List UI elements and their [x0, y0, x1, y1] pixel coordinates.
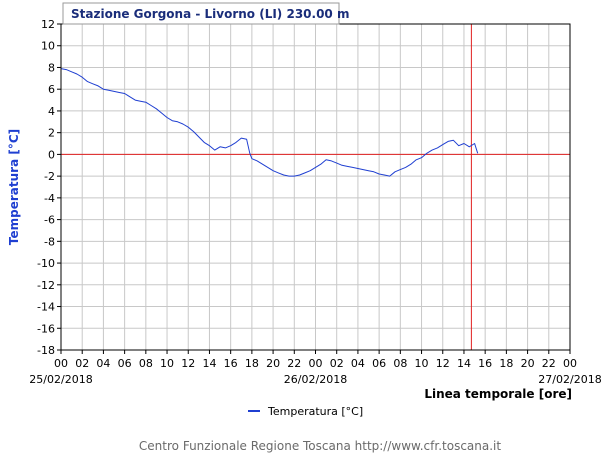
date-label: 27/02/2018 [538, 373, 601, 386]
y-tick-label: -16 [37, 322, 55, 335]
y-tick-label: 10 [41, 40, 55, 53]
date-labels: 25/02/2018 26/02/2018 27/02/2018 [29, 373, 601, 386]
x-tick-label: 08 [393, 357, 407, 370]
x-tick-label: 14 [457, 357, 471, 370]
y-tick-label: 4 [48, 105, 55, 118]
y-tick-label: -4 [44, 192, 55, 205]
temperature-series-line [60, 68, 479, 177]
x-tick-labels: 00 02 04 06 08 10 12 14 16 18 20 22 00 02 04 06 08 10 12 14… [54, 350, 577, 370]
x-tick-label: 12 [436, 357, 450, 370]
series-layer [60, 68, 479, 177]
grid-lines [60, 23, 571, 351]
x-tick-label: 08 [139, 357, 153, 370]
y-tick-labels: 12 10 8 6 4 2 0 -2 -4 -6 -8 -10 -12 -14 -16 -18 [37, 18, 61, 357]
x-axis-label: Linea temporale [ore] [424, 387, 572, 401]
y-tick-label: -18 [37, 344, 55, 357]
y-tick-label: 0 [48, 148, 55, 161]
y-tick-label: -6 [44, 214, 55, 227]
x-tick-label: 20 [266, 357, 280, 370]
date-label: 25/02/2018 [29, 373, 92, 386]
x-tick-label: 22 [542, 357, 556, 370]
x-tick-label: 00 [563, 357, 577, 370]
title-box [62, 2, 340, 25]
x-tick-label: 02 [330, 357, 344, 370]
y-tick-label: -14 [37, 301, 55, 314]
y-axis-label: Temperatura [°C] [7, 129, 21, 245]
chart-title: Stazione Gorgona - Livorno (LI) 230.00 m [71, 7, 349, 21]
x-tick-label: 16 [224, 357, 238, 370]
y-tick-label: 12 [41, 18, 55, 31]
y-tick-label: -12 [37, 279, 55, 292]
x-tick-label: 06 [118, 357, 132, 370]
x-tick-label: 22 [287, 357, 301, 370]
x-tick-label: 16 [478, 357, 492, 370]
footer-credit: Centro Funzionale Regione Toscana http:/… [139, 439, 501, 453]
x-tick-label: 18 [245, 357, 259, 370]
x-tick-label: 10 [415, 357, 429, 370]
x-tick-label: 02 [75, 357, 89, 370]
legend-label: Temperatura [°C] [267, 405, 363, 418]
y-tick-label: -2 [44, 170, 55, 183]
x-tick-label: 20 [521, 357, 535, 370]
x-tick-label: 12 [181, 357, 195, 370]
y-tick-label: 8 [48, 61, 55, 74]
date-label: 26/02/2018 [284, 373, 347, 386]
reference-lines [61, 24, 570, 350]
x-tick-label: 04 [351, 357, 365, 370]
y-tick-label: 2 [48, 127, 55, 140]
y-tick-label: -10 [37, 257, 55, 270]
x-tick-label: 10 [160, 357, 174, 370]
y-tick-label: -8 [44, 235, 55, 248]
x-tick-label: 00 [54, 357, 68, 370]
x-tick-label: 06 [372, 357, 386, 370]
x-tick-label: 04 [96, 357, 110, 370]
x-tick-label: 14 [202, 357, 216, 370]
x-tick-label: 18 [499, 357, 513, 370]
y-tick-label: 6 [48, 83, 55, 96]
x-tick-label: 00 [309, 357, 323, 370]
